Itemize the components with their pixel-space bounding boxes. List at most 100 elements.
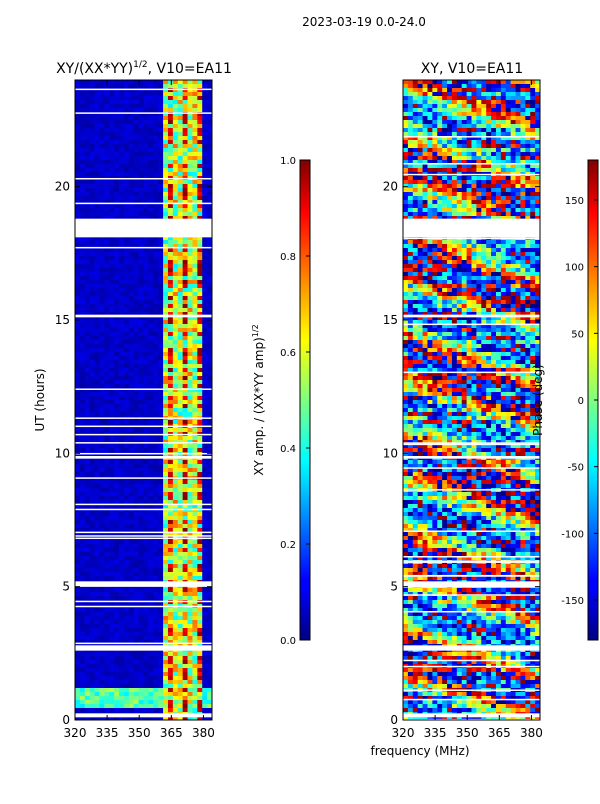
amplitude-heatmap-cell [129,668,134,672]
phase-heatmap-cell [447,88,452,92]
amplitude-heatmap-cell [158,340,163,344]
amplitude-heatmap-cell [163,152,168,156]
amplitude-heatmap-cell [95,148,100,152]
amplitude-heatmap-cell [183,172,188,176]
amplitude-heatmap-cell [148,544,153,548]
amplitude-heatmap-cell [173,268,178,272]
amplitude-heatmap-cell [109,104,114,108]
amplitude-heatmap-cell [178,280,183,284]
amplitude-heatmap-cell [158,172,163,176]
amplitude-heatmap-cell [119,392,124,396]
amplitude-heatmap-cell [139,436,144,440]
amplitude-heatmap-cell [144,692,149,696]
amplitude-heatmap-cell [119,96,124,100]
amplitude-heatmap-cell [148,276,153,280]
amplitude-heatmap-cell [148,460,153,464]
amplitude-heatmap-cell [153,140,158,144]
amplitude-heatmap-cell [104,252,109,256]
amplitude-heatmap-cell [90,340,95,344]
amplitude-heatmap-cell [99,300,104,304]
amplitude-heatmap-cell [99,692,104,696]
amplitude-heatmap-cell [188,108,193,112]
amplitude-heatmap-cell [168,140,173,144]
amplitude-heatmap-cell [124,420,129,424]
amplitude-heatmap-cell [144,156,149,160]
amplitude-heatmap-cell [104,620,109,624]
amplitude-heatmap-cell [99,704,104,708]
amplitude-heatmap-cell [139,488,144,492]
amplitude-heatmap-cell [202,140,207,144]
amplitude-heatmap-cell [114,668,119,672]
amplitude-heatmap-cell [144,492,149,496]
amplitude-heatmap-cell [75,612,80,616]
amplitude-heatmap-cell [124,660,129,664]
amplitude-heatmap-cell [153,544,158,548]
amplitude-heatmap-cell [114,180,119,184]
amplitude-heatmap-cell [168,308,173,312]
amplitude-heatmap-cell [90,572,95,576]
amplitude-heatmap-cell [75,296,80,300]
amplitude-heatmap-cell [104,540,109,544]
amplitude-heatmap-cell [163,108,168,112]
amplitude-heatmap-cell [202,576,207,580]
amplitude-heatmap-cell [85,484,90,488]
amplitude-heatmap-cell [148,280,153,284]
phase-heatmap-cell [432,88,437,92]
amplitude-heatmap-cell [163,208,168,212]
amplitude-heatmap-cell [183,212,188,216]
amplitude-heatmap-cell [163,420,168,424]
amplitude-heatmap-cell [163,560,168,564]
amplitude-heatmap-cell [197,376,202,380]
amplitude-heatmap-cell [183,132,188,136]
amplitude-heatmap-cell [129,188,134,192]
phase-heatmap-cell [457,108,462,112]
amplitude-heatmap-cell [109,196,114,200]
phase-heatmap-cell [530,96,535,100]
amplitude-heatmap-cell [144,612,149,616]
amplitude-heatmap-cell [173,460,178,464]
amplitude-heatmap-cell [173,108,178,112]
amplitude-heatmap-cell [163,140,168,144]
amplitude-heatmap-cell [192,156,197,160]
amplitude-heatmap-cell [153,144,158,148]
amplitude-heatmap-cell [178,248,183,252]
amplitude-heatmap-cell [80,96,85,100]
amplitude-heatmap-cell [109,428,114,432]
amplitude-heatmap-cell [95,360,100,364]
amplitude-heatmap-cell [202,656,207,660]
amplitude-heatmap-cell [178,656,183,660]
amplitude-heatmap-cell [144,520,149,524]
amplitude-heatmap-cell [134,164,139,168]
amplitude-heatmap-cell [202,420,207,424]
amplitude-heatmap-cell [139,140,144,144]
amplitude-heatmap-cell [202,148,207,152]
amplitude-heatmap-cell [163,488,168,492]
phase-heatmap-cell [452,132,457,136]
amplitude-heatmap-cell [95,108,100,112]
amplitude-heatmap-cell [124,128,129,132]
amplitude-heatmap-cell [129,380,134,384]
amplitude-heatmap-cell [183,252,188,256]
amplitude-heatmap-cell [188,572,193,576]
amplitude-heatmap-cell [158,676,163,680]
phase-heatmap-cell [481,124,486,128]
amplitude-heatmap-cell [139,692,144,696]
amplitude-heatmap-cell [202,428,207,432]
amplitude-heatmap-cell [139,248,144,252]
amplitude-heatmap-cell [129,560,134,564]
amplitude-heatmap-cell [163,572,168,576]
amplitude-heatmap-cell [173,468,178,472]
amplitude-heatmap-cell [197,256,202,260]
amplitude-heatmap-cell [153,628,158,632]
amplitude-heatmap-cell [168,668,173,672]
amplitude-heatmap-cell [119,248,124,252]
amplitude-heatmap-cell [90,672,95,676]
phase-heatmap-cell [501,120,506,124]
amplitude-heatmap-cell [114,696,119,700]
amplitude-heatmap-cell [188,684,193,688]
amplitude-heatmap-cell [90,484,95,488]
amplitude-heatmap-cell [168,172,173,176]
amplitude-heatmap-cell [144,664,149,668]
amplitude-heatmap-cell [99,576,104,580]
amplitude-heatmap-cell [139,464,144,468]
